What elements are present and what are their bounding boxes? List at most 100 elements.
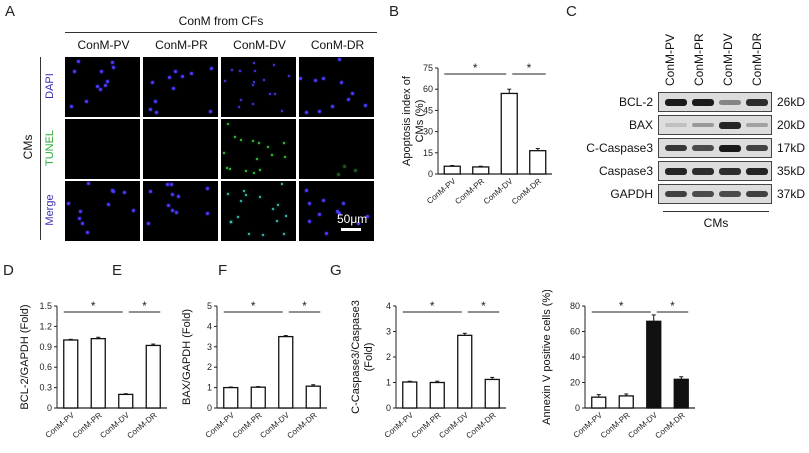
svg-text:ConM-DR: ConM-DR (465, 410, 498, 440)
protein-band (746, 168, 768, 175)
lane-label: ConM-PV (663, 33, 677, 86)
micrograph-tunel-4 (299, 119, 374, 179)
protein-band (692, 168, 714, 175)
lane-label: ConM-DV (721, 33, 735, 86)
svg-text:45: 45 (423, 105, 433, 115)
bar (118, 393, 134, 409)
lane-label: ConM-DR (750, 32, 764, 86)
panel-a-header: ConM from CFs (178, 14, 264, 28)
molecular-weight: 35kD (777, 164, 806, 178)
svg-text:ConM-PR: ConM-PR (410, 410, 443, 440)
protein-band (692, 145, 714, 151)
protein-band (665, 123, 687, 127)
col-label: ConM-PR (155, 38, 208, 52)
svg-text:*: * (473, 61, 478, 75)
row-label-dapi: DAPI (44, 73, 56, 99)
svg-text:60: 60 (423, 84, 433, 94)
svg-text:ConM-PR: ConM-PR (231, 410, 264, 440)
svg-text:*: * (430, 299, 435, 313)
svg-text:ConM-PR: ConM-PR (453, 176, 486, 206)
svg-text:BCL-2/GAPDH (Fold): BCL-2/GAPDH (Fold) (19, 304, 31, 409)
scale-bar-label: 50μm (337, 212, 368, 226)
micrograph-tunel-1 (65, 119, 140, 179)
blot-strip-bax (658, 115, 772, 135)
panel-label-g: G (330, 262, 342, 279)
row-label-tunel: TUNEL (44, 129, 56, 167)
molecular-weight: 20kD (777, 118, 806, 132)
svg-text:3: 3 (207, 342, 212, 352)
svg-text:4: 4 (386, 301, 391, 311)
side-rule (40, 57, 41, 240)
svg-text:*: * (670, 299, 675, 313)
svg-text:75: 75 (423, 63, 433, 73)
micrograph-merge-3 (221, 181, 296, 241)
protein-band (665, 191, 687, 197)
micrograph-dapi-2 (143, 57, 218, 117)
bar (278, 335, 294, 409)
svg-text:C-Caspase3/Caspase3(Fold): C-Caspase3/Caspase3(Fold) (350, 300, 375, 414)
protein-band (746, 123, 768, 127)
bar (500, 92, 518, 175)
bar (223, 386, 239, 409)
lane-label: ConM-PR (692, 33, 706, 86)
bar (618, 395, 634, 409)
row-label-merge: Merge (44, 194, 56, 226)
protein-band (692, 191, 714, 197)
protein-band (746, 145, 768, 151)
protein-band (746, 99, 768, 106)
svg-text:ConM-DR: ConM-DR (510, 176, 543, 206)
svg-text:2: 2 (207, 362, 212, 372)
blot-label: BCL-2 (618, 95, 653, 109)
micrograph-dapi-1 (65, 57, 140, 117)
protein-band (719, 191, 741, 197)
blot-strip-gapdh (658, 184, 772, 204)
svg-text:0.6: 0.6 (39, 362, 52, 372)
svg-text:40: 40 (570, 352, 580, 362)
blot-strip-bcl-2 (658, 92, 772, 112)
svg-text:ConM-PV: ConM-PV (425, 176, 458, 206)
svg-text:BAX/GAPDH (Fold): BAX/GAPDH (Fold) (181, 309, 193, 405)
bar (646, 320, 662, 409)
svg-text:*: * (619, 299, 624, 313)
bar (673, 378, 689, 409)
col-label: ConM-DR (310, 38, 365, 52)
molecular-weight: 37kD (777, 187, 806, 201)
svg-text:*: * (142, 299, 147, 313)
bar (250, 386, 266, 409)
svg-text:1: 1 (386, 378, 391, 388)
protein-band (719, 145, 741, 152)
protein-band (665, 168, 687, 175)
blot-label: GAPDH (610, 187, 653, 201)
svg-text:*: * (527, 61, 532, 75)
svg-text:1.2: 1.2 (39, 321, 52, 331)
svg-text:Annexin V positive cells (%): Annexin V positive cells (%) (541, 290, 553, 425)
svg-text:0.9: 0.9 (39, 342, 52, 352)
col-label: ConM-PV (77, 38, 130, 52)
micrograph-tunel-3 (221, 119, 296, 179)
svg-text:ConM-DR: ConM-DR (654, 410, 687, 440)
svg-text:0: 0 (207, 403, 212, 413)
svg-text:*: * (91, 299, 96, 313)
chart-d-bcl2-gapdh: 00.30.60.91.21.5ConM-PVConM-PRConM-DVCon… (19, 299, 167, 440)
svg-text:15: 15 (423, 148, 433, 158)
svg-text:ConM-DR: ConM-DR (286, 410, 319, 440)
svg-text:0: 0 (47, 403, 52, 413)
svg-text:1: 1 (207, 383, 212, 393)
svg-text:20: 20 (570, 378, 580, 388)
blot-label: Caspase3 (598, 164, 653, 178)
bar (457, 334, 473, 409)
svg-text:2: 2 (386, 352, 391, 362)
svg-text:ConM-DV: ConM-DV (482, 176, 515, 206)
svg-text:0: 0 (386, 403, 391, 413)
protein-band (692, 123, 714, 127)
protein-band (665, 145, 687, 151)
bar (90, 337, 106, 409)
protein-band (692, 99, 714, 106)
molecular-weight: 17kD (777, 141, 806, 155)
header-rule (65, 32, 377, 33)
micrograph-tunel-2 (143, 119, 218, 179)
bar (145, 344, 161, 409)
svg-text:*: * (481, 299, 486, 313)
